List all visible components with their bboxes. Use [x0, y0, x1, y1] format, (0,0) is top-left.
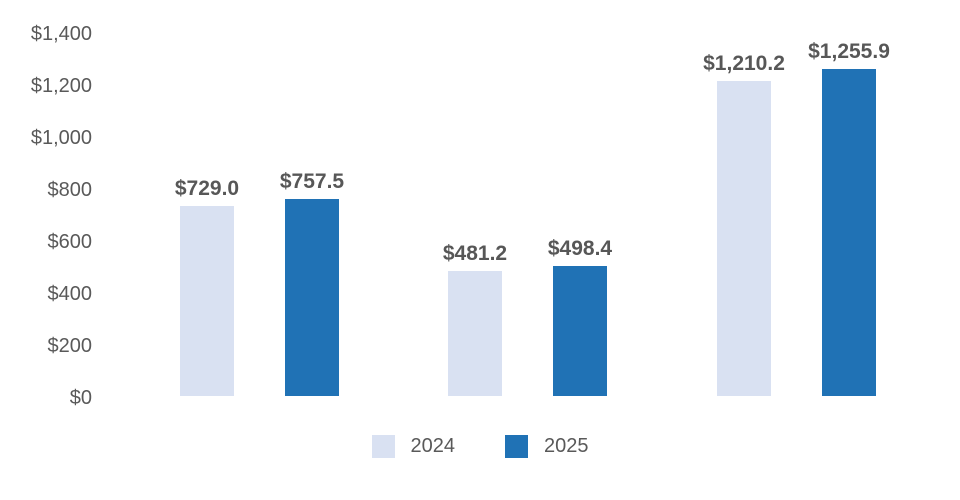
legend-item-2024: 2024	[371, 434, 456, 458]
legend-swatch-2025	[505, 434, 528, 458]
y-tick-label: $800	[47, 179, 93, 201]
legend-label: 2024	[410, 434, 456, 457]
bar-2025-group2	[553, 266, 607, 396]
y-tick-label: $0	[69, 387, 92, 409]
y-tick-label: $1,000	[30, 127, 92, 149]
bar-value-label: $729.0	[174, 177, 240, 201]
bar-2024-group3	[717, 81, 771, 396]
bar-value-label: $1,210.2	[703, 52, 785, 76]
bar-value-label: $1,255.9	[808, 40, 890, 64]
legend-item-2025: 2025	[505, 434, 589, 458]
bar-2025-group1	[285, 199, 339, 396]
legend: 2024 2025	[0, 434, 960, 458]
bar-value-label: $498.4	[547, 237, 613, 261]
y-tick-label: $1,200	[30, 75, 92, 97]
legend-swatch-2024	[371, 434, 395, 458]
y-tick-label: $1,400	[30, 23, 92, 45]
y-tick-label: $400	[47, 283, 93, 305]
bar-value-label: $481.2	[442, 241, 508, 265]
bar-2024-group1	[180, 206, 234, 396]
y-tick-label: $200	[47, 335, 93, 357]
legend-label: 2025	[544, 434, 589, 457]
bar-2024-group2	[448, 270, 502, 396]
bar-2025-group3	[822, 69, 876, 396]
bar-value-label: $757.5	[279, 170, 345, 194]
y-tick-label: $600	[47, 231, 93, 253]
